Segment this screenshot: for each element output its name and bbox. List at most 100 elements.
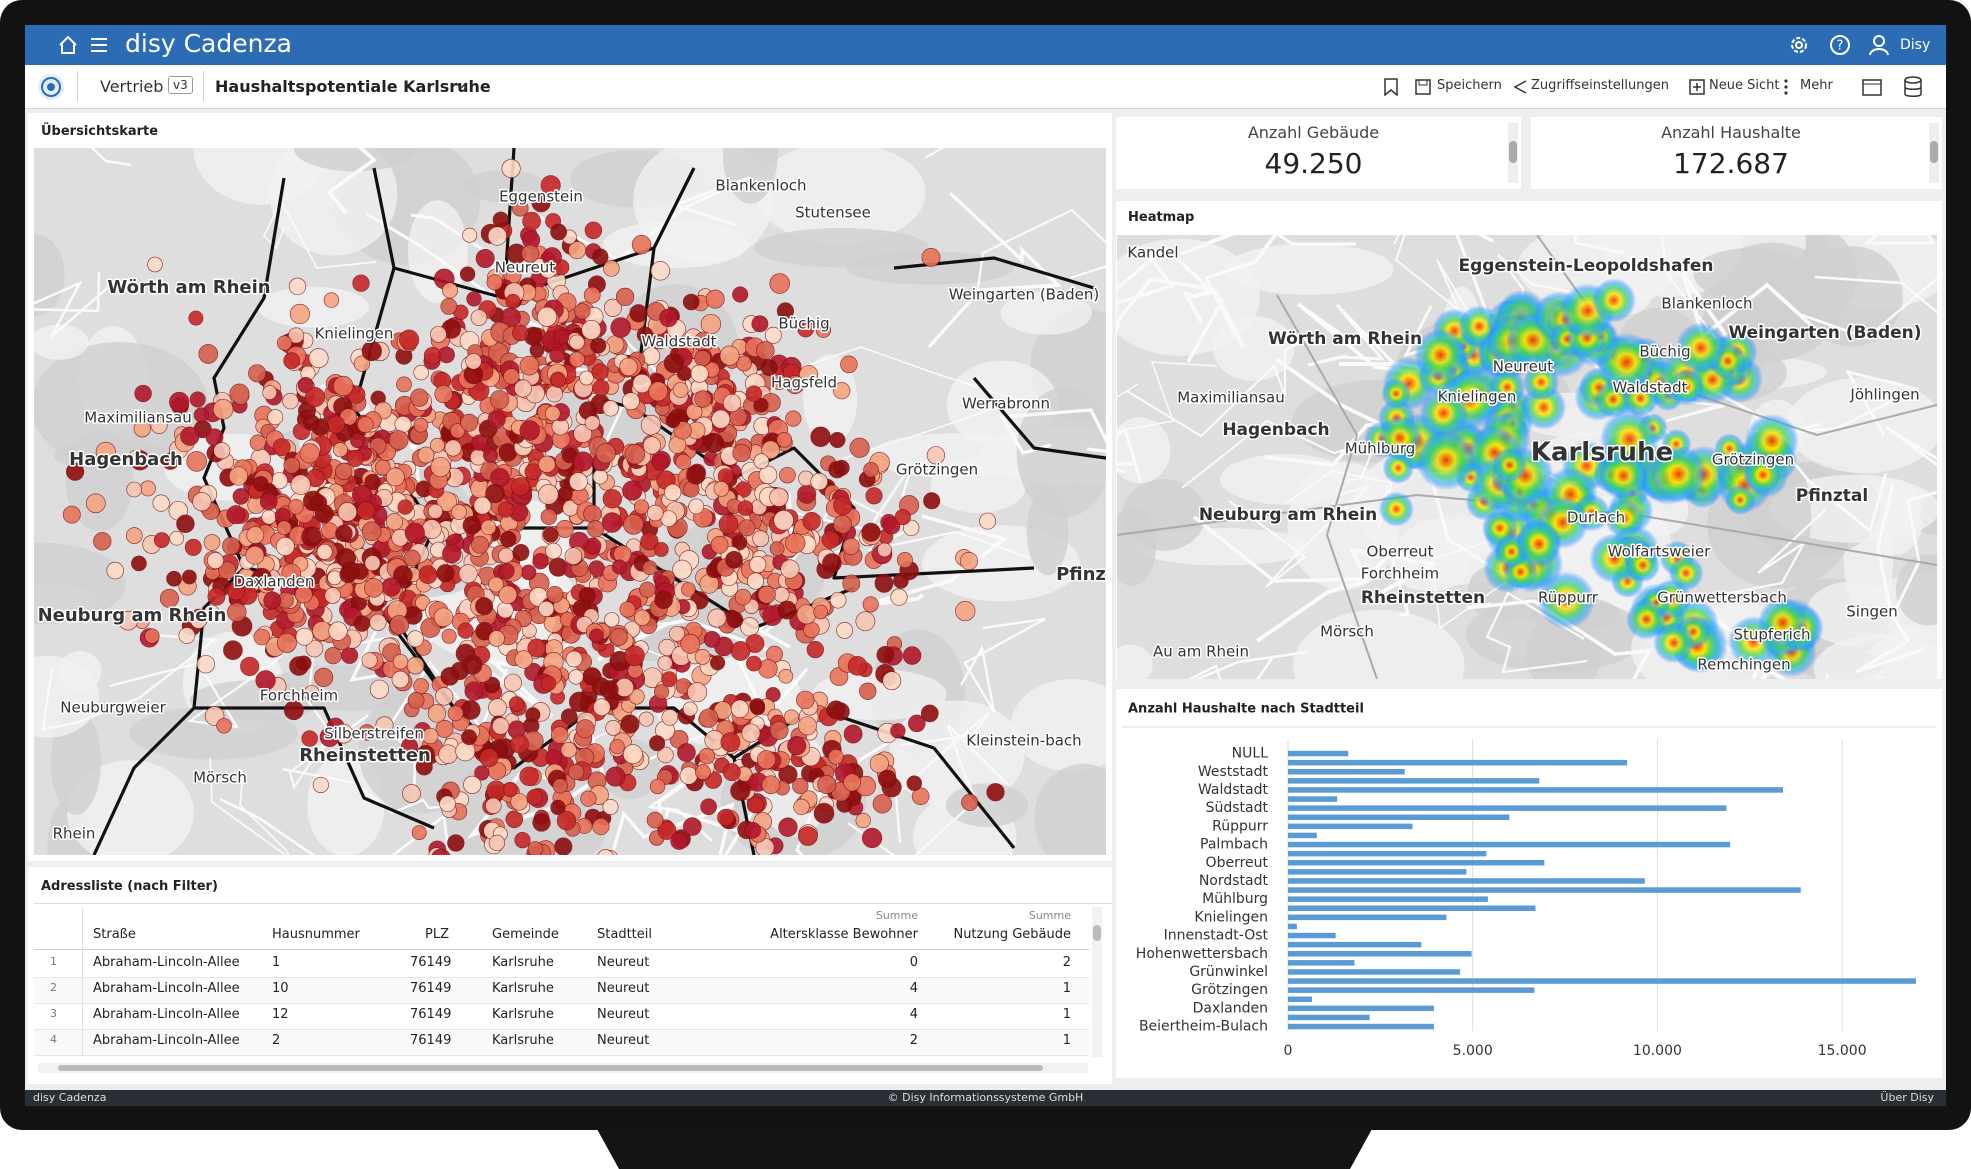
road: [326, 148, 378, 215]
address-point: [85, 493, 106, 514]
address-point: [522, 211, 541, 231]
bar[interactable]: [1288, 805, 1727, 811]
bar[interactable]: [1288, 951, 1472, 957]
new-view-icon[interactable]: [1689, 79, 1705, 95]
workspace[interactable]: Vertrieb: [100, 77, 164, 96]
address-point: [427, 503, 443, 519]
address-point: [460, 413, 479, 432]
bar[interactable]: [1288, 750, 1349, 757]
address-point: [761, 440, 780, 460]
bar[interactable]: [1288, 778, 1540, 784]
address-point: [321, 522, 338, 540]
address-point: [466, 291, 482, 307]
save-action[interactable]: Speichern: [1437, 78, 1502, 93]
bar[interactable]: [1288, 1014, 1370, 1021]
bar[interactable]: [1288, 869, 1467, 875]
bar[interactable]: [1288, 860, 1545, 866]
bar[interactable]: [1288, 969, 1461, 975]
address-point: [769, 541, 785, 557]
scroll-thumb[interactable]: [1093, 925, 1101, 941]
table-cell: 2: [272, 1033, 281, 1048]
bar[interactable]: [1288, 823, 1413, 830]
address-point: [198, 344, 219, 364]
place-label: Pfinz: [1056, 564, 1106, 585]
settings-icon[interactable]: [1788, 34, 1810, 56]
bar[interactable]: [1288, 814, 1510, 821]
database-icon[interactable]: [1903, 76, 1923, 98]
bar[interactable]: [1288, 896, 1488, 902]
menu-icon[interactable]: [89, 35, 109, 55]
bar[interactable]: [1288, 987, 1535, 993]
bar[interactable]: [1288, 887, 1801, 893]
bar[interactable]: [1288, 923, 1297, 930]
panel-title: Übersichtskarte: [41, 124, 159, 139]
bar[interactable]: [1288, 941, 1422, 948]
bar[interactable]: [1288, 905, 1536, 912]
view-icon[interactable]: [37, 73, 65, 101]
address-point: [277, 335, 293, 351]
place-label: Hagenbach: [1222, 420, 1329, 440]
bookmark-icon[interactable]: [1383, 78, 1399, 96]
address-point: [720, 732, 741, 752]
address-point: [896, 552, 913, 568]
address-point: [847, 656, 868, 676]
bar[interactable]: [1288, 996, 1313, 1003]
bar[interactable]: [1288, 769, 1405, 775]
y-tick-label: Südstadt: [1206, 800, 1269, 816]
overview-map[interactable]: Eggenstein Blankenloch Stutensee Wörth am R…: [34, 148, 1106, 855]
more-icon[interactable]: [1783, 78, 1789, 96]
address-point: [826, 700, 846, 720]
access-action[interactable]: Zugriffseinstellungen: [1531, 78, 1669, 93]
heatmap-map[interactable]: Kandel Eggenstein-Leopoldshafen Blankenloc…: [1117, 235, 1937, 679]
vertical-scrollbar[interactable]: [1092, 907, 1102, 1057]
bar[interactable]: [1288, 796, 1338, 802]
save-icon[interactable]: [1415, 79, 1431, 95]
edit-icon[interactable]: [1862, 77, 1884, 97]
address-point: [732, 443, 751, 463]
bar[interactable]: [1288, 832, 1317, 839]
place-label: Weingarten (Baden): [949, 286, 1100, 304]
bar[interactable]: [1288, 841, 1731, 848]
bar[interactable]: [1288, 1005, 1434, 1012]
scroll-thumb[interactable]: [1509, 141, 1517, 163]
place-label: Neureut: [1493, 358, 1554, 376]
address-point: [133, 420, 151, 438]
dropdown-icon[interactable]: [455, 81, 467, 91]
new-view-action[interactable]: Neue Sicht: [1709, 78, 1780, 93]
help-icon[interactable]: ?: [1829, 34, 1851, 56]
road: [1855, 482, 1926, 674]
address-point: [532, 553, 549, 570]
bar[interactable]: [1288, 878, 1645, 884]
address-point: [711, 409, 731, 429]
bar[interactable]: [1288, 914, 1447, 921]
share-icon[interactable]: [1512, 79, 1528, 95]
address-point: [785, 375, 805, 395]
more-action[interactable]: Mehr: [1800, 78, 1833, 93]
address-point: [592, 469, 608, 485]
footer-right[interactable]: Über Disy: [1880, 1091, 1934, 1104]
address-point: [457, 622, 474, 639]
address-point: [487, 226, 507, 246]
road: [999, 408, 1106, 455]
scroll-thumb[interactable]: [58, 1065, 1043, 1071]
home-icon[interactable]: [57, 34, 79, 56]
address-point: [272, 438, 291, 457]
address-point: [436, 564, 455, 583]
view-title[interactable]: Haushaltspotentiale Karlsruhe: [215, 77, 491, 96]
scroll-thumb[interactable]: [1930, 141, 1938, 163]
bar[interactable]: [1288, 850, 1487, 857]
address-point: [537, 306, 558, 327]
user-name[interactable]: Disy: [1900, 37, 1931, 53]
bar[interactable]: [1288, 759, 1628, 766]
bar[interactable]: [1288, 978, 1916, 984]
address-point: [776, 302, 794, 320]
bar[interactable]: [1288, 787, 1784, 793]
bar[interactable]: [1288, 1023, 1434, 1030]
user-icon[interactable]: [1868, 33, 1890, 57]
address-point: [575, 719, 595, 739]
address-point: [385, 513, 404, 531]
address-point: [753, 453, 770, 470]
bar[interactable]: [1288, 932, 1336, 939]
address-point: [261, 509, 277, 525]
bar[interactable]: [1288, 960, 1355, 966]
